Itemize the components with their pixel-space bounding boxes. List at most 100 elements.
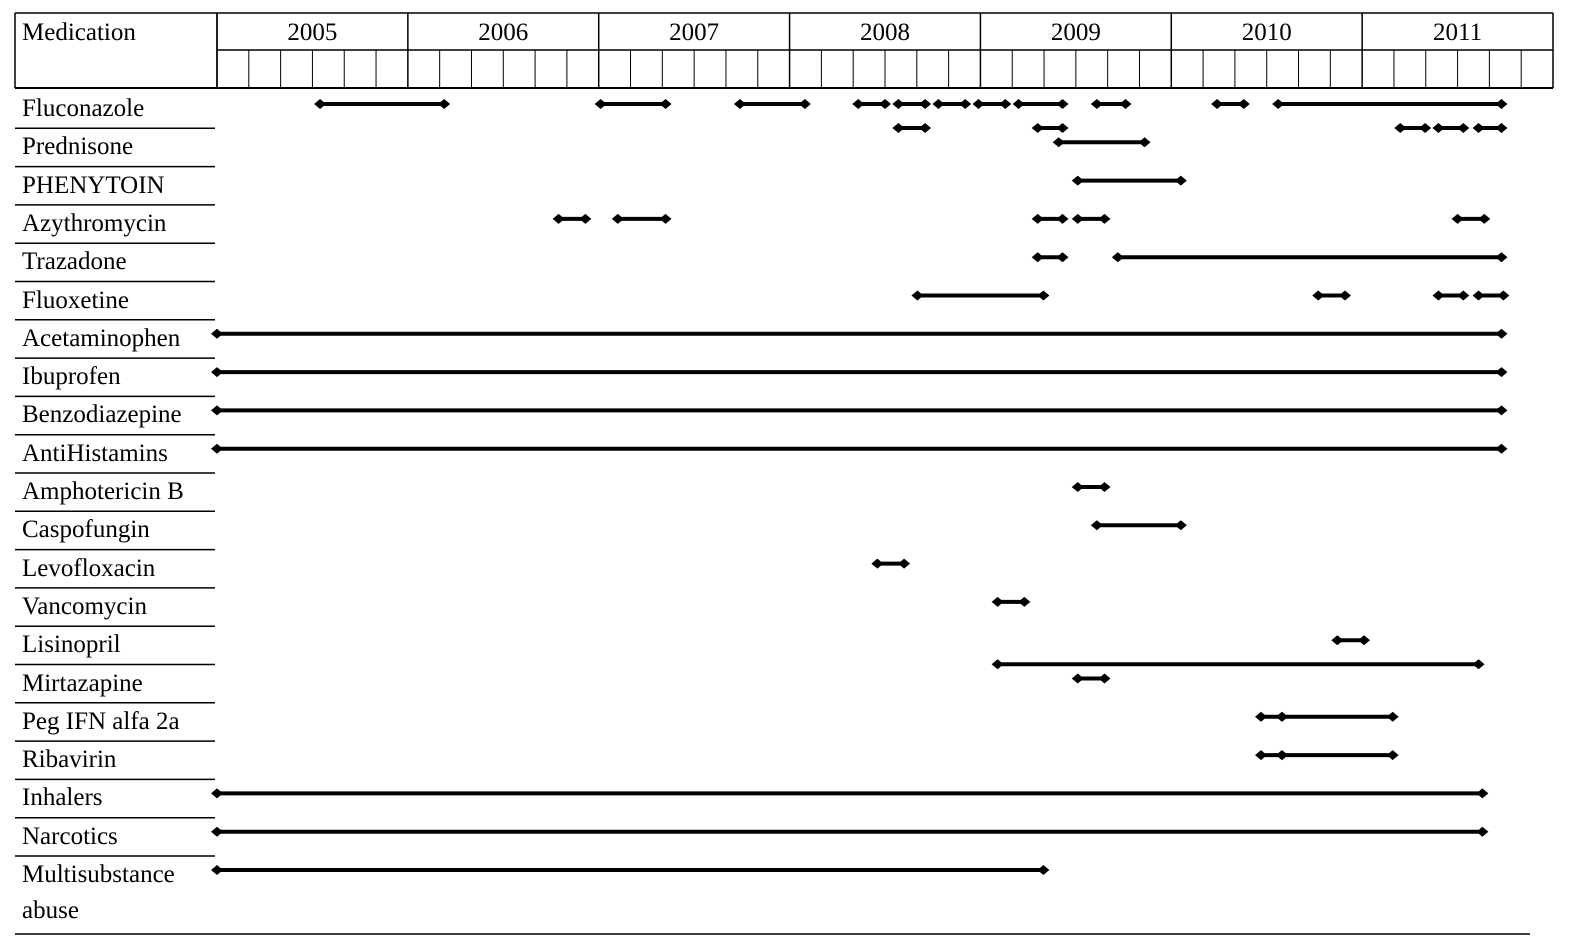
period-endpoint (1338, 290, 1351, 301)
period-endpoint (1056, 252, 1069, 263)
medication-label: Amphotericin B (22, 478, 184, 505)
period-endpoint (1386, 750, 1399, 761)
period-endpoint (1476, 788, 1489, 799)
medication-label: Acetaminophen (22, 324, 181, 352)
period-endpoint (1090, 520, 1103, 531)
period-endpoint (959, 99, 972, 109)
year-label: 2006 (478, 19, 529, 46)
period-endpoint (1495, 123, 1508, 133)
period-endpoint (1138, 137, 1151, 148)
period-endpoint (1056, 213, 1069, 224)
period-endpoint (871, 558, 884, 569)
period-endpoint (1119, 99, 1132, 109)
medication-label: Peg IFN alfa 2a (22, 707, 180, 735)
medication-label: Prednisone (22, 133, 134, 161)
period-endpoint (1495, 252, 1508, 263)
period-endpoint (932, 99, 945, 109)
medication-label: Vancomycin (22, 592, 147, 620)
period-endpoint (852, 99, 865, 109)
period-endpoint (1478, 213, 1491, 224)
period-endpoint (211, 826, 223, 837)
period-endpoint (211, 328, 223, 339)
period-endpoint (1111, 252, 1124, 263)
period-endpoint (999, 99, 1012, 109)
period-endpoint (611, 213, 624, 224)
period-endpoint (911, 290, 924, 301)
period-endpoint (1432, 123, 1445, 133)
period-endpoint (211, 367, 223, 378)
period-endpoint (892, 123, 905, 133)
period-endpoint (1457, 290, 1470, 301)
period-endpoint (1037, 865, 1050, 875)
period-endpoint (1071, 673, 1084, 684)
medication-label: Lisinopril (22, 631, 121, 659)
period-endpoint (1275, 711, 1288, 722)
period-endpoint (1254, 711, 1267, 722)
period-endpoint (1476, 826, 1489, 837)
year-label: 2009 (1050, 19, 1101, 46)
medication-label: Trazadone (22, 248, 127, 276)
year-label: 2008 (859, 19, 910, 46)
medication-label: Narcotics (22, 822, 118, 850)
period-endpoint (991, 596, 1004, 607)
medication-label: Levofloxacin (22, 554, 156, 582)
year-label: 2007 (669, 19, 720, 46)
period-endpoint (1031, 213, 1044, 224)
period-endpoint (1037, 290, 1050, 301)
medication-label: PHENYTOIN (22, 171, 165, 199)
year-label: 2010 (1241, 19, 1292, 46)
period-endpoint (552, 213, 565, 224)
period-endpoint (1018, 596, 1031, 607)
medication-label: Caspofungin (22, 516, 150, 544)
period-endpoint (1472, 290, 1485, 301)
medication-label: Fluoxetine (22, 286, 129, 314)
period-endpoint (1098, 673, 1111, 684)
period-endpoint (1211, 99, 1224, 109)
period-endpoint (1312, 290, 1325, 301)
period-endpoint (1174, 520, 1187, 531)
period-endpoint (1331, 635, 1344, 646)
period-endpoint (892, 99, 905, 109)
medication-label: Inhalers (22, 784, 103, 812)
period-endpoint (919, 123, 932, 133)
medication-label: Benzodiazepine (22, 401, 182, 429)
period-endpoint (733, 99, 746, 109)
period-endpoint (659, 213, 672, 224)
header-label: Medication (22, 19, 136, 46)
period-endpoint (211, 443, 223, 454)
year-label: 2005 (287, 19, 338, 46)
period-endpoint (1495, 443, 1508, 454)
period-endpoint (991, 659, 1004, 670)
period-endpoint (1432, 290, 1445, 301)
period-endpoint (1071, 213, 1084, 224)
period-endpoint (1394, 123, 1407, 133)
period-endpoint (1495, 367, 1508, 378)
period-endpoint (898, 558, 911, 569)
medication-label: Ribavirin (22, 746, 117, 774)
period-endpoint (1056, 123, 1069, 133)
period-endpoint (1272, 99, 1285, 109)
period-endpoint (1031, 123, 1044, 133)
medication-label: AntiHistamins (22, 439, 168, 467)
medication-label: Ibuprofen (22, 363, 121, 391)
period-endpoint (1495, 328, 1508, 339)
year-label: 2011 (1433, 19, 1483, 46)
medication-label: Multisubstance abuse (22, 861, 175, 924)
period-endpoint (1358, 635, 1371, 646)
period-endpoint (1472, 659, 1485, 670)
period-endpoint (1386, 711, 1399, 722)
period-endpoint (1031, 252, 1044, 263)
period-endpoint (211, 788, 223, 799)
period-endpoint (1451, 213, 1464, 224)
period-endpoint (972, 99, 985, 109)
period-endpoint (659, 99, 672, 109)
period-endpoint (919, 99, 932, 109)
period-endpoint (879, 99, 891, 109)
period-endpoint (1098, 482, 1111, 492)
period-endpoint (1275, 750, 1288, 761)
period-endpoint (1497, 290, 1510, 301)
period-endpoint (1052, 137, 1065, 148)
period-endpoint (1237, 99, 1250, 109)
